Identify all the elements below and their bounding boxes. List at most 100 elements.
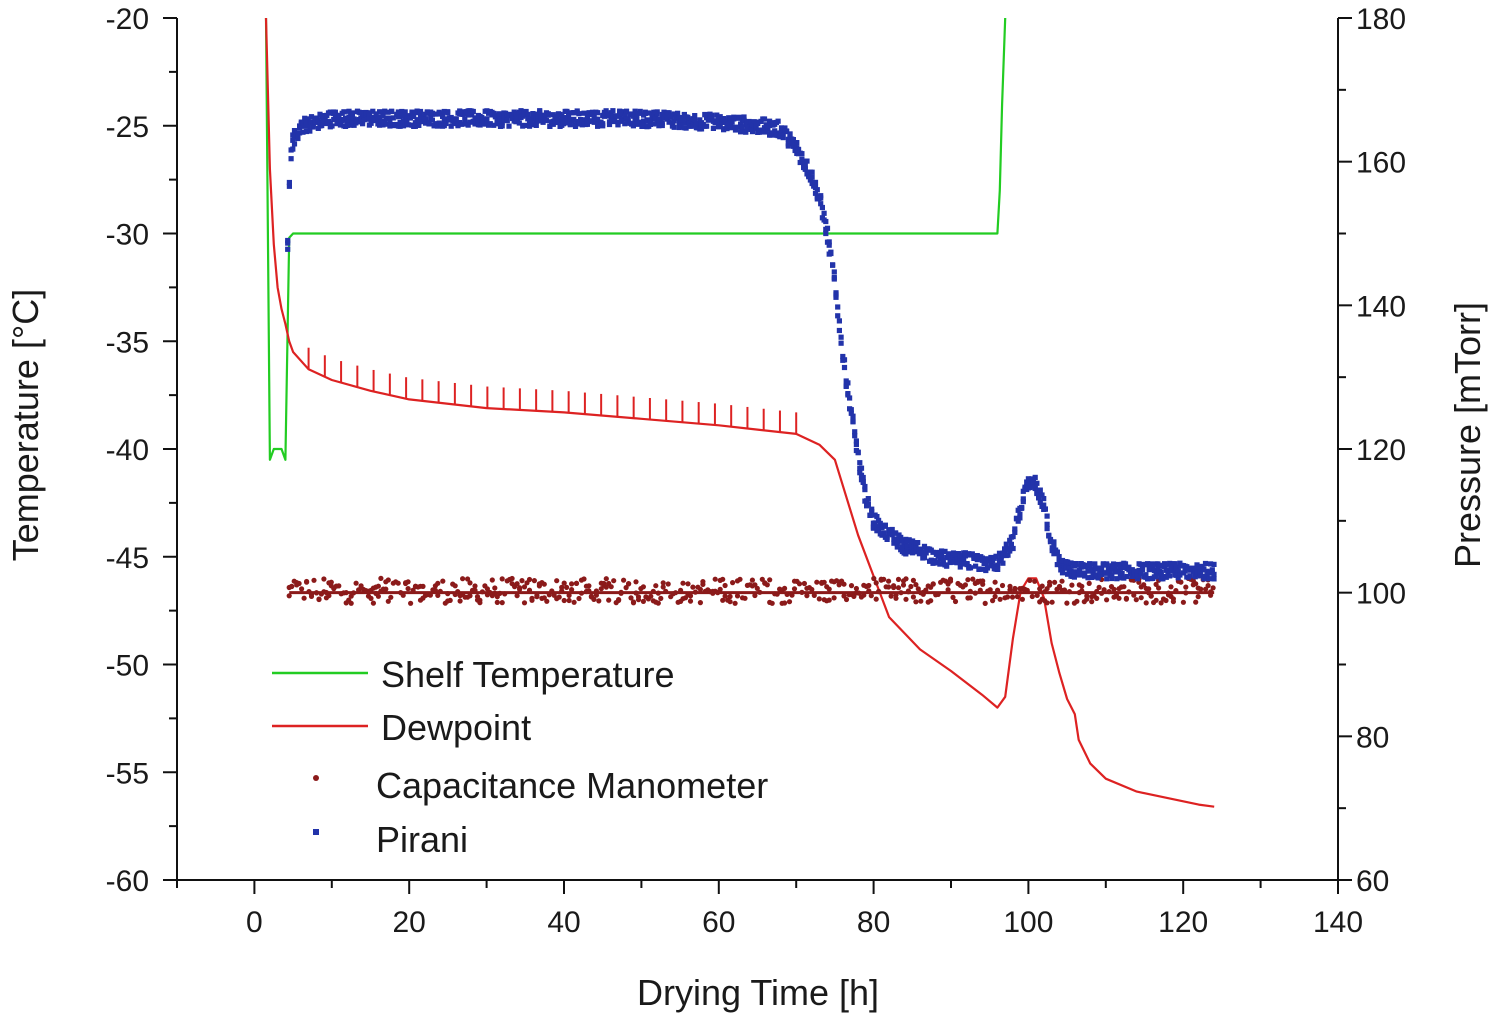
scatter-point	[1153, 569, 1159, 575]
scatter-point	[286, 179, 292, 186]
scatter-point	[416, 122, 422, 128]
scatter-point	[429, 111, 435, 117]
scatter-point	[850, 413, 856, 419]
scatter-point	[881, 576, 887, 582]
scatter-point	[668, 112, 674, 118]
scatter-point	[722, 593, 728, 599]
scatter-point	[368, 595, 374, 602]
scatter-point	[402, 109, 408, 115]
scatter-point	[1211, 571, 1217, 577]
scatter-point	[526, 123, 533, 129]
scatter-point	[784, 128, 790, 134]
scatter-point	[769, 600, 775, 606]
scatter-point	[862, 487, 868, 493]
scatter-point	[876, 517, 882, 523]
scatter-point	[847, 395, 853, 401]
scatter-point	[780, 135, 786, 141]
scatter-point	[1079, 583, 1085, 589]
y-left-tick-label: -40	[106, 434, 149, 467]
scatter-point	[566, 592, 572, 599]
scatter-point	[648, 593, 654, 599]
scatter-point	[502, 591, 508, 597]
scatter-point	[692, 113, 698, 119]
scatter-point	[730, 580, 736, 586]
scatter-point	[891, 540, 897, 546]
scatter-point	[295, 135, 301, 142]
scatter-point	[385, 577, 391, 583]
y-left-axis: -60 -55 -50 -45 -40 -35 -30 -25 -20	[106, 3, 177, 898]
scatter-point	[1061, 587, 1068, 593]
scatter-point	[1138, 595, 1144, 601]
scatter-point	[1150, 562, 1156, 568]
scatter-point	[514, 581, 520, 587]
scatter-point	[952, 552, 958, 558]
scatter-point	[332, 109, 338, 115]
scatter-point	[411, 113, 417, 120]
scatter-point	[752, 592, 758, 599]
scatter-point	[543, 117, 550, 124]
scatter-point	[739, 128, 745, 134]
scatter-point	[886, 584, 892, 590]
scatter-point	[321, 576, 327, 582]
scatter-point	[836, 582, 842, 588]
scatter-point	[517, 586, 523, 593]
scatter-point	[930, 581, 936, 587]
scatter-point	[1074, 598, 1080, 604]
scatter-point	[1121, 584, 1127, 590]
scatter-point	[984, 565, 991, 571]
scatter-point	[1092, 561, 1098, 567]
scatter-point	[407, 115, 413, 121]
scatter-point	[1133, 568, 1139, 574]
scatter-point	[789, 592, 795, 598]
scatter-point	[1041, 496, 1047, 502]
scatter-point	[501, 117, 507, 123]
scatter-point	[519, 578, 525, 584]
scatter-point	[608, 116, 614, 123]
scatter-point	[906, 537, 912, 543]
scatter-point	[358, 115, 364, 121]
scatter-point	[860, 474, 866, 481]
scatter-point	[1065, 559, 1071, 565]
scatter-point	[658, 116, 664, 122]
scatter-point	[967, 565, 974, 571]
y-left-tick-label: -20	[106, 3, 149, 36]
scatter-point	[440, 113, 446, 119]
scatter-point	[388, 594, 394, 600]
legend-item: Shelf Temperature	[272, 654, 675, 695]
plot-frame	[176, 18, 1339, 881]
scatter-point	[675, 110, 681, 116]
scatter-point	[983, 560, 989, 566]
scatter-point	[1044, 526, 1050, 532]
scatter-point	[615, 121, 621, 128]
x-axis-title: Drying Time [h]	[637, 972, 879, 1013]
scatter-point	[572, 123, 579, 129]
scatter-point	[1013, 515, 1020, 521]
scatter-point	[866, 588, 872, 594]
scatter-point	[559, 113, 565, 120]
scatter-point	[465, 122, 471, 128]
scatter-point	[1082, 573, 1088, 579]
legend-label: Shelf Temperature	[381, 654, 675, 695]
scatter-point	[848, 583, 855, 589]
scatter-point	[341, 109, 347, 115]
scatter-point	[1210, 585, 1216, 591]
scatter-point	[903, 576, 909, 582]
scatter-point	[423, 120, 429, 126]
scatter-point	[302, 115, 308, 121]
scatter-point	[521, 584, 528, 590]
scatter-point	[569, 587, 575, 593]
scatter-point	[826, 597, 832, 603]
scatter-point	[959, 553, 965, 559]
scatter-point	[799, 151, 805, 157]
scatter-point	[377, 115, 383, 121]
scatter-point	[297, 130, 303, 136]
scatter-point	[1158, 569, 1164, 575]
scatter-point	[434, 123, 441, 129]
scatter-point	[298, 123, 304, 129]
scatter-point	[910, 577, 917, 584]
scatter-point	[1044, 600, 1050, 606]
scatter-point	[918, 547, 924, 553]
scatter-point	[1123, 596, 1129, 602]
scatter-point	[497, 116, 504, 122]
scatter-point	[633, 579, 639, 585]
